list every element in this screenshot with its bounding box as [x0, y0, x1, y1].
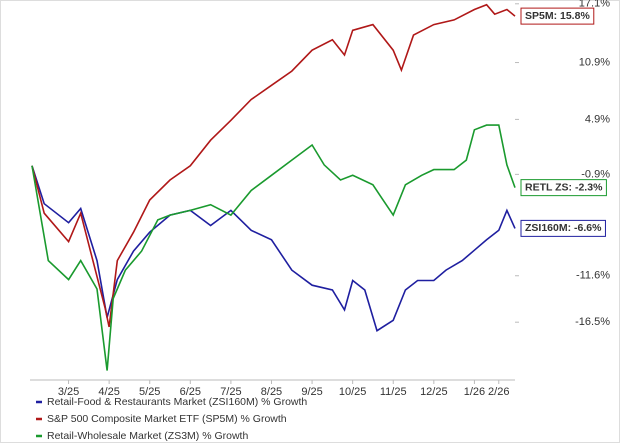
y-tick-label: 17.1%	[579, 0, 610, 10]
x-tick-label: 6/25	[180, 386, 201, 398]
x-tick-label: 10/25	[339, 386, 367, 398]
y-tick-label: -16.5%	[575, 316, 610, 328]
end-label: ZSI160M: -6.6%	[525, 222, 602, 234]
series-line	[31, 165, 516, 332]
x-tick-label: 4/25	[98, 386, 119, 398]
legend-label: Retail-Wholesale Market (ZS3M) % Growth	[47, 430, 248, 442]
x-tick-label: 2/26	[488, 386, 509, 398]
x-tick-label: 12/25	[420, 386, 448, 398]
series-line	[31, 3, 516, 328]
end-label-box	[520, 7, 595, 25]
x-tick-label: 9/25	[301, 386, 322, 398]
y-tick-label: 4.9%	[585, 113, 610, 125]
x-tick-label: 8/25	[261, 386, 282, 398]
legend-label: S&P 500 Composite Market ETF (SP5M) % Gr…	[47, 413, 287, 425]
legend-label: Retail-Food & Restaurants Market (ZSI160…	[47, 396, 307, 408]
end-label: SP5M: 15.8%	[525, 10, 590, 22]
x-tick-label: 3/25	[58, 386, 79, 398]
x-tick-label: 5/25	[139, 386, 160, 398]
x-tick-label: 11/25	[380, 386, 407, 398]
end-label-box	[520, 219, 606, 237]
y-tick-label: -11.6%	[576, 270, 610, 282]
x-tick-label: 7/25	[220, 386, 241, 398]
end-label: RETL ZS: -2.3%	[525, 181, 603, 193]
end-label-box	[520, 179, 607, 197]
y-tick-label: 10.9%	[579, 56, 610, 68]
x-tick-label: 1/26	[464, 386, 485, 398]
y-tick-label: -0.9%	[581, 168, 610, 180]
series-line	[31, 124, 516, 371]
